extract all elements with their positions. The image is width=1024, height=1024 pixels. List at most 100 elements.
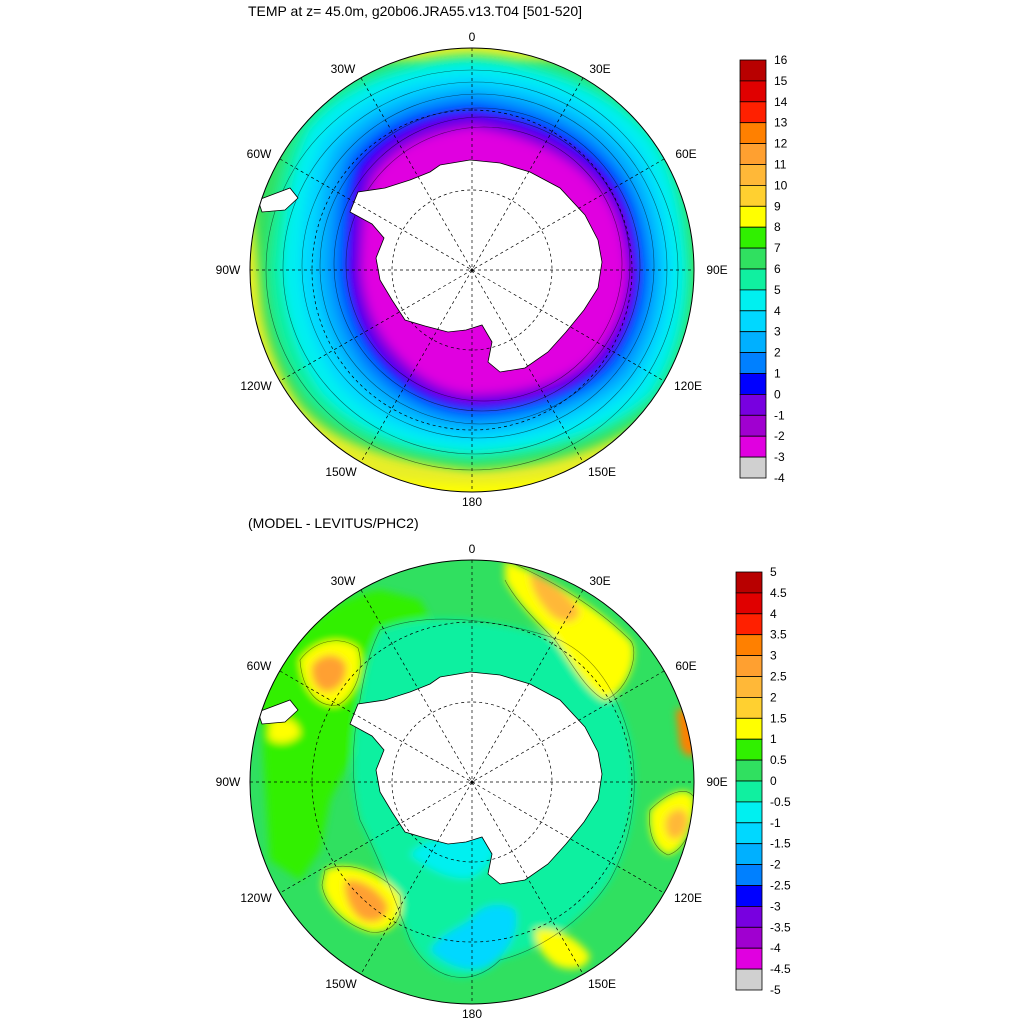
top-colorbar-label: 16 xyxy=(774,53,788,67)
bottom-lon-label: 60W xyxy=(247,659,272,673)
top-lon-label: 150E xyxy=(588,465,616,479)
top-colorbar-box xyxy=(739,289,767,312)
top-colorbar-label: 10 xyxy=(774,178,788,192)
bottom-panel: (MODEL - LEVITUS/PHC2) xyxy=(216,515,791,1021)
bottom-lon-label: 180 xyxy=(462,1007,482,1021)
bottom-south-america-tip xyxy=(257,699,299,725)
top-colorbar-label: 5 xyxy=(774,283,781,297)
bottom-colorbar-label: -3 xyxy=(770,899,781,913)
top-colorbar-label: 2 xyxy=(774,346,781,360)
top-colorbar-label: 1 xyxy=(774,367,781,381)
top-lon-label: 90W xyxy=(216,263,241,277)
top-colorbar-label: 11 xyxy=(774,158,787,172)
top-colorbar-label: 8 xyxy=(774,220,781,234)
bottom-lon-label: 90E xyxy=(706,775,727,789)
top-lon-label: 60W xyxy=(247,147,272,161)
bottom-colorbar-label: 2.5 xyxy=(770,670,787,684)
top-colorbar-label: 9 xyxy=(774,199,781,213)
bottom-colorbar-label: -3.5 xyxy=(770,920,791,934)
bottom-map-boundary xyxy=(249,559,695,1005)
bottom-colorbar-label: 0 xyxy=(770,774,777,788)
bottom-lon-label: 90W xyxy=(216,775,241,789)
bottom-colorbar-box xyxy=(735,697,763,719)
bottom-colorbar-label: 0.5 xyxy=(770,753,787,767)
bottom-lon-label: 30E xyxy=(589,574,610,588)
top-colorbar-label: 4 xyxy=(774,304,781,318)
bottom-colorbar-box xyxy=(735,780,763,803)
top-lon-label: 120E xyxy=(674,379,702,393)
top-colorbar-box xyxy=(739,435,767,458)
top-colorbar-box xyxy=(739,352,767,374)
top-colorbar-label: -2 xyxy=(774,429,785,443)
bottom-colorbar-box xyxy=(735,968,763,991)
bottom-colorbar-label: -5 xyxy=(770,983,781,997)
top-colorbar-box xyxy=(739,226,767,249)
bottom-colorbar-label: 4 xyxy=(770,607,777,621)
bottom-colorbar-label: 3 xyxy=(770,649,777,663)
top-colorbar-box xyxy=(739,373,767,395)
top-colorbar-box xyxy=(739,205,767,228)
top-colorbar-label: 14 xyxy=(774,95,788,109)
top-south-pole-marker xyxy=(470,268,474,272)
top-lon-label: 120W xyxy=(240,379,272,393)
bottom-lon-label: 30W xyxy=(331,574,356,588)
bottom-colorbar: 5 4.5 4 3.5 3 2.5 2 1.5 1 0.5 0 -0.5 -1 -1.5 -2 -2.5 -3 -… xyxy=(735,565,791,997)
top-colorbar-box xyxy=(739,393,767,416)
bottom-colorbar-box xyxy=(735,592,763,615)
bottom-lon-label: 120W xyxy=(240,891,272,905)
top-colorbar-label: 15 xyxy=(774,74,788,88)
top-polar-map: 0 30E 60E 90E 120E 150E 180 150W 120W 90… xyxy=(216,30,728,509)
bottom-lon-label: 60E xyxy=(675,659,696,673)
bottom-colorbar-box xyxy=(735,655,763,677)
bottom-lon-label: 150W xyxy=(325,977,357,991)
bottom-colorbar-label: -2 xyxy=(770,858,781,872)
top-colorbar-label: -1 xyxy=(774,408,785,422)
bottom-antarctica-landmass xyxy=(349,671,603,885)
top-colorbar-box xyxy=(739,59,767,82)
top-colorbar-label: 13 xyxy=(774,116,788,130)
bottom-colorbar-box xyxy=(735,822,763,845)
bottom-polar-map: 0 30E 60E 90E 120E 150E 180 150W 120W 90… xyxy=(216,542,728,1021)
top-panel-title: TEMP at z= 45.0m, g20b06.JRA55.v13.T04 [… xyxy=(248,3,582,19)
top-longitude-labels: 0 30E 60E 90E 120E 150E 180 150W 120W 90… xyxy=(216,30,728,509)
top-colorbar-box xyxy=(739,122,767,144)
bottom-colorbar-box xyxy=(735,613,763,636)
top-lon-label: 0 xyxy=(469,30,476,44)
top-colorbar-box xyxy=(739,456,767,479)
bottom-colorbar-box xyxy=(735,926,763,949)
top-colorbar-label: 6 xyxy=(774,262,781,276)
bottom-colorbar-box xyxy=(735,906,763,928)
top-colorbar-box xyxy=(739,101,767,124)
top-colorbar-label: 7 xyxy=(774,241,781,255)
bottom-lon-label: 150E xyxy=(588,977,616,991)
top-lon-label: 60E xyxy=(675,147,696,161)
bottom-longitude-labels: 0 30E 60E 90E 120E 150E 180 150W 120W 90… xyxy=(216,542,728,1021)
top-colorbar-box xyxy=(739,247,767,270)
bottom-panel-title: (MODEL - LEVITUS/PHC2) xyxy=(248,515,419,531)
top-lon-label: 150W xyxy=(325,465,357,479)
top-colorbar-box xyxy=(739,164,767,186)
top-lon-label: 180 xyxy=(462,495,482,509)
top-isotherm-lines xyxy=(265,69,679,471)
top-south-america-tip xyxy=(257,187,299,213)
top-lon-label: 30E xyxy=(589,62,610,76)
bottom-colorbar-box xyxy=(735,634,763,657)
bottom-colorbar-label: 1 xyxy=(770,732,777,746)
bottom-colorbar-label: -1.5 xyxy=(770,837,791,851)
top-colorbar-label: 3 xyxy=(774,325,781,339)
bottom-colorbar-box xyxy=(735,864,763,886)
top-colorbar-label: 12 xyxy=(774,137,788,151)
top-colorbar-box xyxy=(739,414,767,437)
bottom-lon-label: 120E xyxy=(674,891,702,905)
bottom-colorbar-label: -0.5 xyxy=(770,795,791,809)
bottom-colorbar-label: 4.5 xyxy=(770,586,787,600)
bottom-colorbar-label: 1.5 xyxy=(770,711,787,725)
top-colorbar-box xyxy=(739,310,767,333)
top-colorbar-label: -3 xyxy=(774,450,785,464)
bottom-colorbar-box xyxy=(735,801,763,824)
bottom-colorbar-box xyxy=(735,571,763,594)
bottom-colorbar-box xyxy=(735,738,763,761)
bottom-colorbar-label: 2 xyxy=(770,690,777,704)
bottom-colorbar-label: -1 xyxy=(770,816,781,830)
bottom-colorbar-box xyxy=(735,947,763,970)
